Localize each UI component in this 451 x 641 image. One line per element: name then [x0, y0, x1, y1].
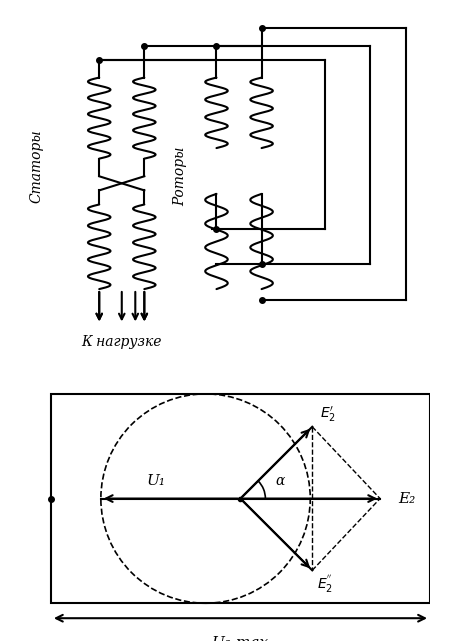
Text: α: α — [276, 474, 285, 488]
Text: Статоры: Статоры — [29, 129, 43, 203]
Text: E₂: E₂ — [398, 492, 415, 506]
Bar — [51, 394, 430, 603]
Text: $E_2'$: $E_2'$ — [320, 405, 336, 424]
Text: К нагрузке: К нагрузке — [82, 335, 162, 349]
Text: U₁: U₁ — [146, 474, 165, 488]
Text: U₂ max: U₂ max — [212, 636, 268, 641]
Text: $E_2^{''}$: $E_2^{''}$ — [317, 574, 333, 595]
Text: Роторы: Роторы — [173, 147, 188, 206]
